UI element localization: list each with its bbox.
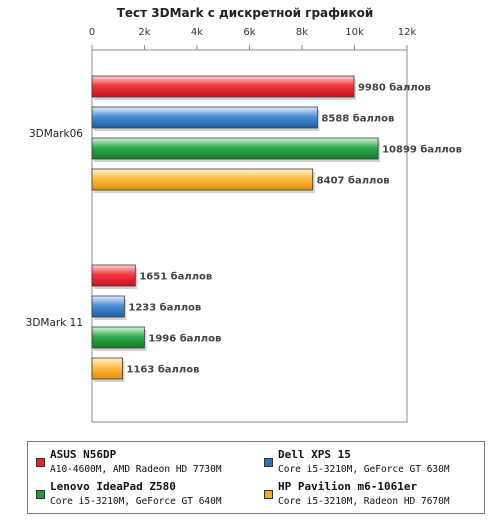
y-axis: 3DMark06 3DMark 11	[26, 128, 84, 329]
bar-value-label: 1651 баллов	[139, 271, 212, 283]
x-tick-label: 6k	[243, 27, 255, 38]
legend-series-spec: A10-4600M, AMD Radeon HD 7730M	[50, 464, 222, 475]
legend-series-name: HP Pavilion m6-1061er	[278, 480, 418, 493]
category-label: 3DMark06	[29, 128, 83, 140]
legend-series-spec: Core i5-3210M, Radeon HD 7670M	[278, 496, 450, 507]
bar	[91, 106, 318, 129]
legend: ASUS N56DP A10-4600M, AMD Radeon HD 7730M…	[27, 441, 485, 514]
bar-value-label: 8407 баллов	[317, 175, 390, 187]
x-tick-label: 0	[89, 27, 95, 38]
legend-series-name: ASUS N56DP	[50, 448, 117, 461]
bar-value-label: 1163 баллов	[127, 364, 200, 376]
bar	[91, 326, 145, 349]
bar-value-label: 10899 баллов	[382, 144, 462, 156]
legend-swatch	[36, 458, 45, 467]
bar	[91, 357, 123, 380]
bar	[91, 264, 136, 287]
x-axis: 0 2k 4k 6k 8k 10k 12k	[89, 27, 417, 50]
bar	[91, 75, 355, 98]
legend-swatch	[264, 458, 273, 467]
category-label: 3DMark 11	[26, 317, 83, 329]
bar	[91, 168, 314, 191]
bar-value-label: 8588 баллов	[321, 113, 394, 125]
legend-series-name: Lenovo IdeaPad Z580	[50, 480, 176, 493]
x-tick-label: 12k	[398, 27, 417, 38]
bar-value-label: 1233 баллов	[128, 302, 201, 314]
bar	[91, 137, 379, 160]
legend-series-name: Dell XPS 15	[278, 448, 351, 461]
legend-swatch	[264, 490, 273, 499]
bar	[91, 295, 125, 318]
x-tick-label: 10k	[345, 27, 364, 38]
x-tick-label: 4k	[191, 27, 203, 38]
legend-swatch	[36, 490, 45, 499]
legend-series-spec: Core i5-3210M, GeForce GT 630M	[278, 464, 450, 475]
legend-series-spec: Core i5-3210M, GeForce GT 640M	[50, 496, 222, 507]
chart-title: Тест 3DMark с дискретной графикой	[117, 6, 374, 20]
bar-value-label: 9980 баллов	[358, 82, 431, 94]
x-tick-label: 2k	[138, 27, 150, 38]
bars-group: 9980 баллов 8588 баллов 10899 баллов 8407 б…	[91, 75, 462, 382]
bar-value-label: 1996 баллов	[148, 333, 221, 345]
x-tick-label: 8k	[296, 27, 308, 38]
